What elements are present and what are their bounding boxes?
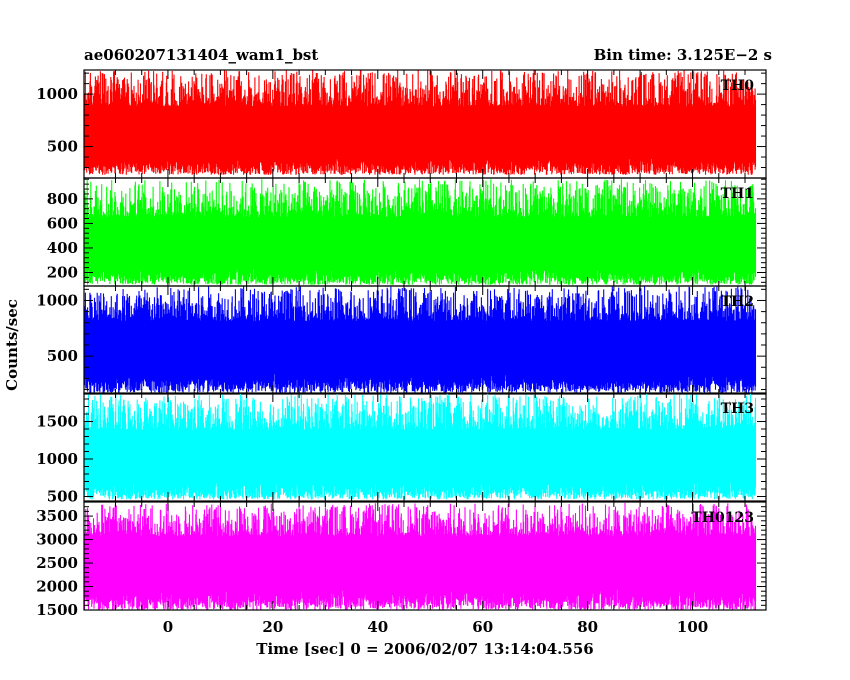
series-core-th3 bbox=[84, 431, 756, 480]
panel-label-th3: TH3 bbox=[721, 401, 754, 417]
x-axis: 0 20 40 60 80 100 bbox=[163, 618, 708, 636]
x-tick-label: 80 bbox=[577, 618, 598, 636]
panel-label-th0123: TH0123 bbox=[691, 510, 754, 526]
x-tick-label: 40 bbox=[367, 618, 388, 636]
x-tick-label: 60 bbox=[472, 618, 493, 636]
series-core-th0 bbox=[84, 108, 756, 156]
y-tick-label: 3500 bbox=[36, 507, 78, 525]
series-core-th1 bbox=[84, 219, 756, 267]
panel-th3: 500 1000 1500 TH3 bbox=[36, 392, 767, 506]
x-tick-label: 100 bbox=[677, 618, 708, 636]
y-tick-label: 1500 bbox=[36, 601, 78, 619]
chart-title: ae060207131404_wam1_bst bbox=[84, 46, 318, 64]
y-tick-label: 1000 bbox=[36, 85, 78, 103]
chart-subtitle: Bin time: 3.125E−2 s bbox=[594, 46, 772, 64]
panel-th1: 200 400 600 800 TH1 bbox=[47, 177, 767, 287]
panel-th0123: 1500 2000 2500 3000 3500 TH0123 bbox=[36, 501, 767, 619]
y-tick-label: 400 bbox=[47, 239, 78, 257]
series-core-th0123 bbox=[84, 537, 756, 587]
y-tick-label: 800 bbox=[47, 190, 78, 208]
x-tick-label: 20 bbox=[262, 618, 283, 636]
y-tick-label: 2000 bbox=[36, 578, 78, 596]
panel-frame bbox=[83, 285, 767, 395]
x-axis-label: Time [sec] 0 = 2006/02/07 13:14:04.556 bbox=[256, 640, 593, 658]
y-tick-label: 500 bbox=[47, 488, 78, 506]
x-tick-label: 0 bbox=[163, 618, 173, 636]
y-tick-label: 500 bbox=[47, 347, 78, 365]
y-tick-label: 200 bbox=[47, 264, 78, 282]
y-tick-label: 1000 bbox=[36, 291, 78, 309]
y-tick-label: 3000 bbox=[36, 531, 78, 549]
y-tick-label: 1000 bbox=[36, 450, 78, 468]
panel-frame bbox=[83, 501, 767, 611]
y-tick-label: 1500 bbox=[36, 413, 78, 431]
panel-label-th1: TH1 bbox=[721, 186, 754, 202]
panel-frame bbox=[83, 392, 767, 502]
panels-group: 500 1000 TH0 200 400 600 800 TH1 500 1000 TH2 500 10… bbox=[36, 69, 767, 619]
panel-label-th0: TH0 bbox=[721, 78, 755, 94]
y-tick-label: 2500 bbox=[36, 554, 78, 572]
panel-label-th2: TH2 bbox=[721, 294, 754, 310]
y-axis-label: Counts/sec bbox=[3, 299, 21, 391]
y-tick-label: 600 bbox=[47, 214, 78, 232]
panel-th0: 500 1000 TH0 bbox=[36, 69, 767, 179]
panel-th2: 500 1000 TH2 bbox=[36, 285, 767, 395]
y-tick-label: 500 bbox=[47, 138, 78, 156]
series-core-th2 bbox=[84, 322, 756, 372]
